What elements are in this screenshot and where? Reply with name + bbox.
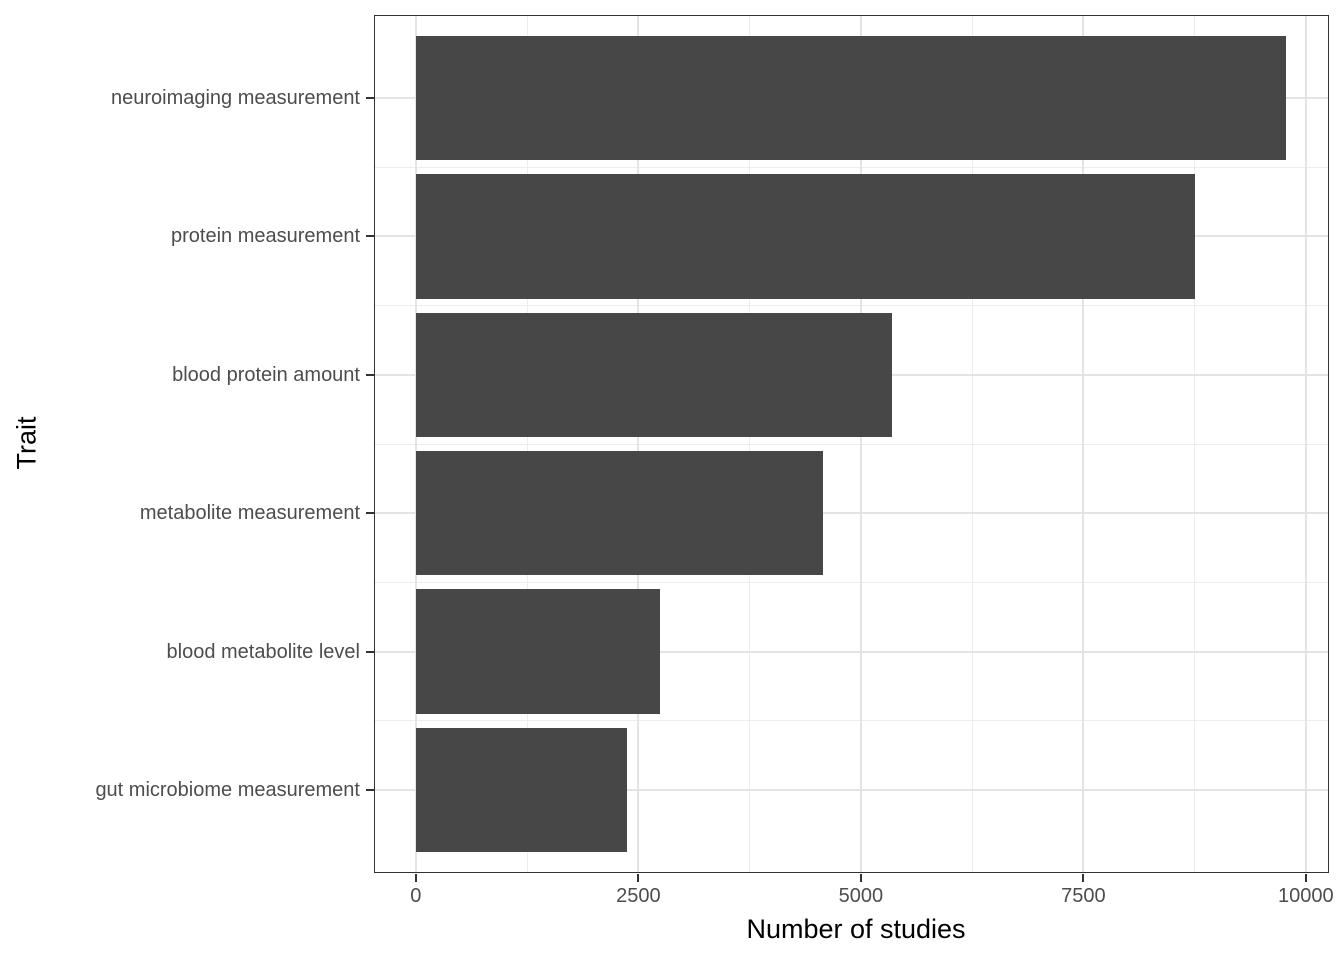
y-axis-tick-label: blood protein amount: [172, 363, 360, 386]
x-axis-tick-label: 10000: [1278, 885, 1334, 907]
x-axis-tick: [1304, 874, 1307, 882]
x-axis-tick: [1082, 874, 1085, 882]
y-axis-tick: [366, 97, 374, 100]
plot-panel: [374, 15, 1329, 873]
y-axis-tick-label: blood metabolite level: [166, 640, 360, 663]
y-axis-tick-label: gut microbiome measurement: [95, 778, 360, 801]
y-axis-tick-label: metabolite measurement: [139, 502, 360, 525]
x-axis-tick-label: 5000: [838, 885, 884, 907]
bar: [415, 312, 892, 438]
major-gridline-horizontal: [374, 650, 1329, 653]
y-axis-tick: [366, 373, 374, 376]
major-gridline-vertical: [637, 15, 640, 873]
y-axis-tick-label: neuroimaging measurement: [110, 87, 360, 110]
major-gridline-horizontal: [374, 512, 1329, 515]
minor-gridline-horizontal: [374, 720, 1329, 722]
y-axis-tick: [366, 788, 374, 791]
major-gridline-horizontal: [374, 788, 1329, 791]
y-axis-tick-label: protein measurement: [171, 225, 360, 248]
x-axis-tick-label: 0: [410, 885, 422, 907]
minor-gridline-horizontal: [374, 581, 1329, 583]
bar: [415, 35, 1287, 161]
major-gridline-vertical: [859, 15, 862, 873]
x-axis-tick: [859, 874, 862, 882]
minor-gridline-horizontal: [374, 443, 1329, 445]
bar: [415, 450, 823, 576]
minor-gridline-horizontal: [374, 305, 1329, 307]
y-axis-tick: [366, 512, 374, 515]
x-axis-tick: [414, 874, 417, 882]
x-axis-tick-label: 2500: [616, 885, 661, 907]
y-axis-tick: [366, 650, 374, 653]
minor-gridline-horizontal: [374, 166, 1329, 168]
y-axis-title: Trait: [11, 416, 42, 470]
x-axis-tick-label: 7500: [1061, 885, 1106, 907]
bar: [415, 727, 627, 853]
y-axis-tick: [366, 235, 374, 238]
major-gridline-vertical: [414, 15, 417, 873]
major-gridline-vertical: [1082, 15, 1085, 873]
bar: [415, 174, 1196, 299]
major-gridline-vertical: [1304, 15, 1307, 873]
bar: [415, 589, 660, 714]
x-axis-title: Number of studies: [746, 914, 966, 944]
x-axis-tick: [637, 874, 640, 882]
